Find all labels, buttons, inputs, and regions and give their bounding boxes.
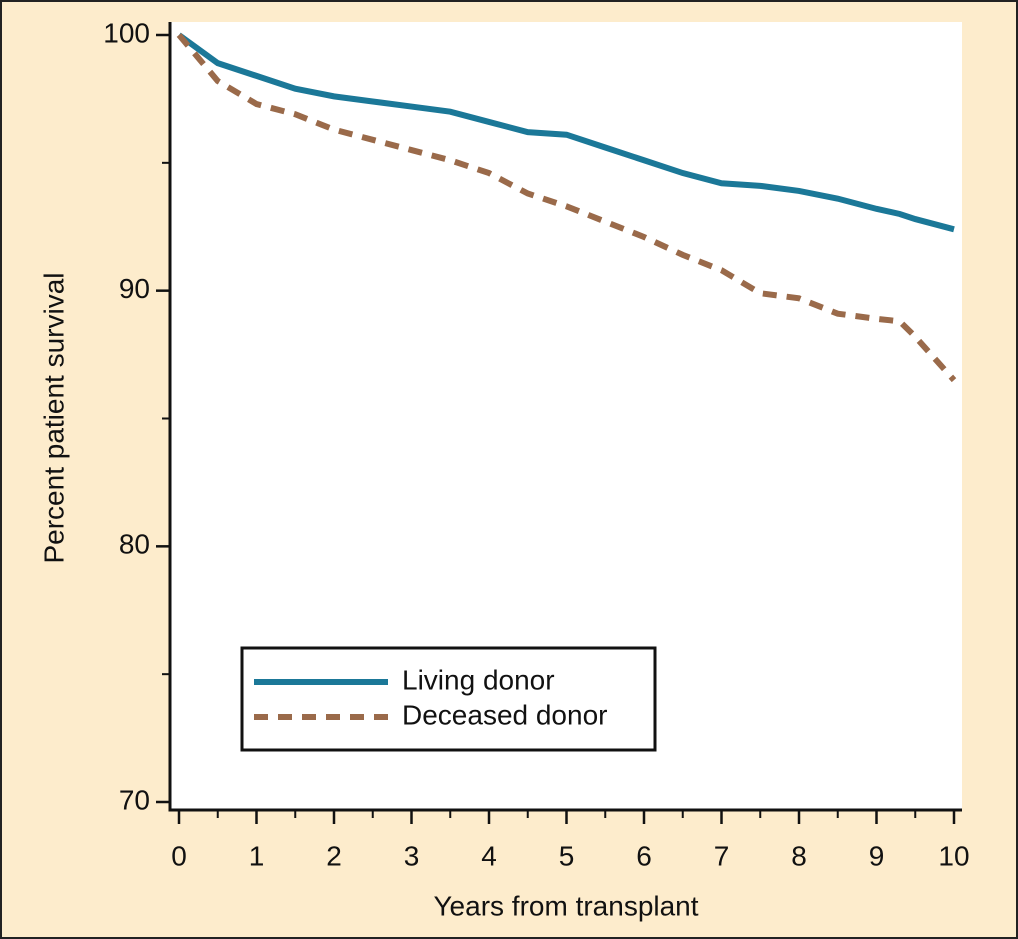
x-tick-label: 5 <box>559 840 575 871</box>
y-axis-label: Percent patient survival <box>38 272 69 563</box>
x-tick-label: 8 <box>791 840 807 871</box>
x-axis-label: Years from transplant <box>433 890 698 921</box>
x-tick-label: 2 <box>326 840 342 871</box>
legend-label: Deceased donor <box>402 699 607 730</box>
y-tick-label: 90 <box>119 273 150 304</box>
x-tick-label: 7 <box>714 840 730 871</box>
x-tick-label: 10 <box>938 840 969 871</box>
data-line <box>177 32 955 233</box>
data-line <box>176 33 957 383</box>
y-tick-label: 70 <box>119 784 150 815</box>
legend-box <box>240 646 657 752</box>
y-tick-label: 100 <box>103 17 150 48</box>
legend-label: Living donor <box>402 664 555 695</box>
x-tick-label: 6 <box>636 840 652 871</box>
y-tick-label: 80 <box>119 529 150 560</box>
x-tick-label: 9 <box>869 840 885 871</box>
x-tick-label: 4 <box>481 840 497 871</box>
x-tick-label: 3 <box>404 840 420 871</box>
x-tick-label: 1 <box>249 840 265 871</box>
x-tick-label: 0 <box>171 840 187 871</box>
